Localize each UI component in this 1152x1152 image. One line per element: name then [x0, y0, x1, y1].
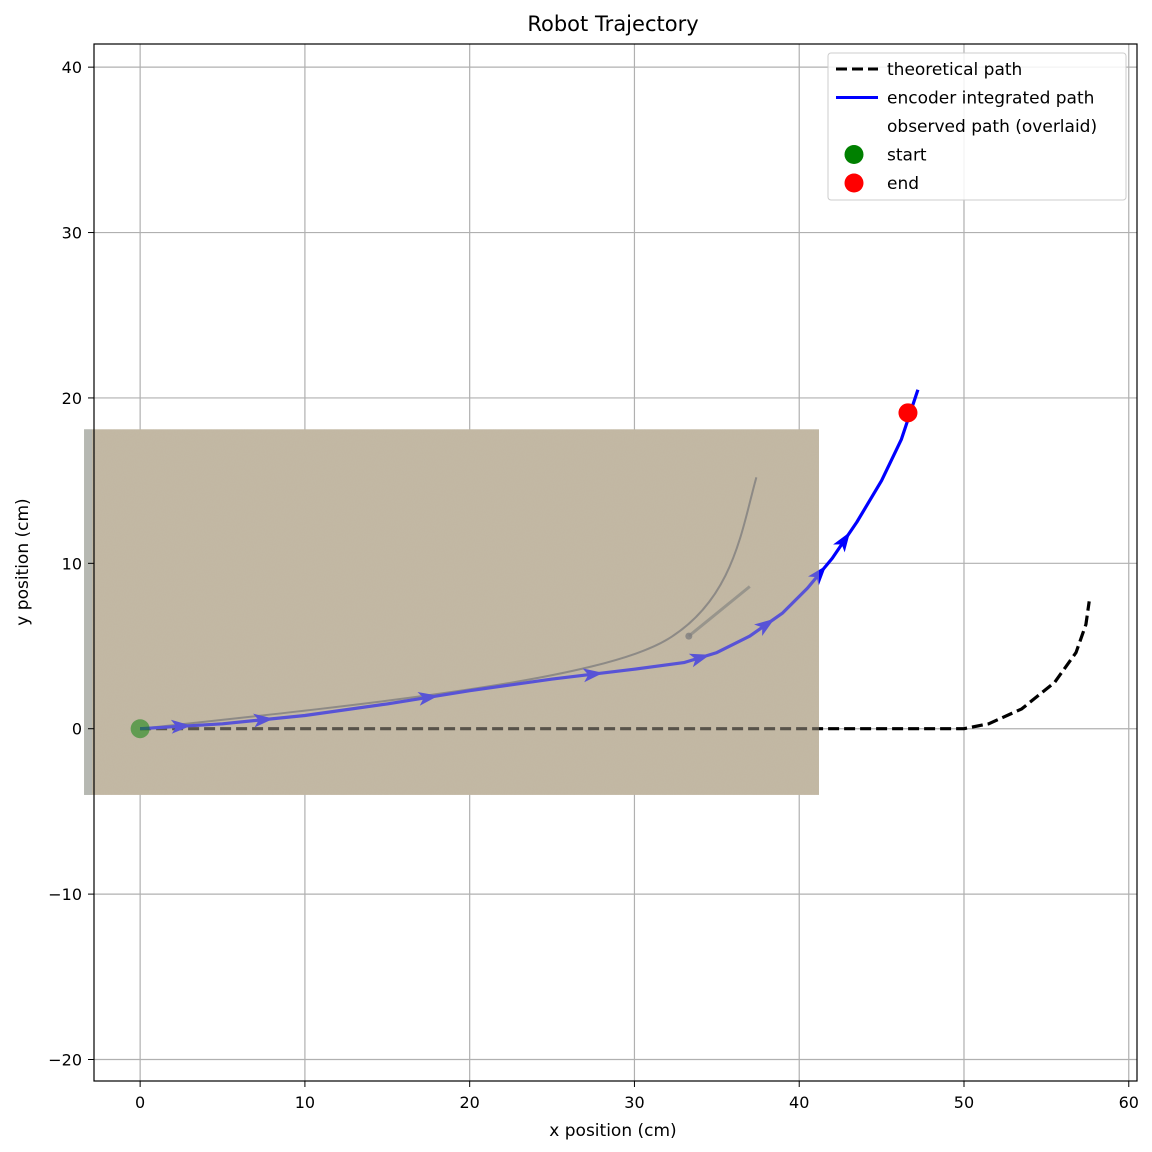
direction-arrow: [170, 719, 192, 734]
legend-label: end: [887, 174, 919, 194]
marker-layer: [130, 403, 918, 739]
legend-start-swatch: [844, 145, 864, 164]
direction-arrow: [688, 653, 710, 668]
plot-frame: [93, 43, 1138, 1082]
direction-arrow: [253, 713, 274, 728]
legend-label: observed path (overlaid): [887, 117, 1097, 137]
legend-label: theoretical path: [887, 60, 1022, 80]
legend-label: start: [887, 146, 927, 166]
x-tick-label: 60: [1119, 1093, 1139, 1112]
y-tick-label: −10: [48, 885, 82, 904]
direction-arrow: [808, 565, 827, 586]
chart-title: Robot Trajectory: [527, 12, 698, 36]
y-tick-label: 10: [62, 554, 82, 573]
x-tick-label: 30: [624, 1093, 644, 1112]
photo-ink-dot: [685, 632, 693, 640]
series-layer: [84, 389, 1091, 795]
series-theoretical-path: [140, 601, 1091, 731]
x-tick-label: 50: [954, 1093, 974, 1112]
photo-paper: [84, 429, 819, 795]
legend: theoretical path encoder integrated path o…: [827, 52, 1127, 201]
photo-ink-trace: [140, 477, 758, 730]
photo-edge: [84, 429, 93, 795]
direction-arrow: [417, 691, 439, 706]
observed-path-photo: [84, 429, 819, 795]
direction-arrow: [754, 618, 775, 636]
direction-arrow: [582, 668, 604, 683]
y-tick-label: 0: [72, 720, 82, 739]
direction-arrow: [833, 531, 851, 553]
x-tick-label: 0: [135, 1093, 145, 1112]
y-tick-label: −20: [48, 1050, 82, 1069]
photo-overlay-tint: [84, 429, 819, 795]
photo-ink-mark: [687, 585, 751, 638]
x-tick-label: 10: [295, 1093, 315, 1112]
series-encoder-integrated-path: [140, 389, 920, 731]
legend-label: encoder integrated path: [887, 89, 1094, 109]
legend-end-swatch: [844, 173, 864, 193]
legend-box: [827, 52, 1127, 201]
axis-ticks: 0 10 20 30 40 50 60 −20 −10 0 10 20 30 40: [48, 58, 1139, 1112]
x-axis-label: x position (cm): [549, 1121, 676, 1141]
x-tick-label: 40: [789, 1093, 809, 1112]
y-tick-label: 40: [62, 58, 82, 77]
y-tick-label: 30: [62, 224, 82, 243]
x-tick-label: 20: [459, 1093, 479, 1112]
y-axis-label: y position (cm): [13, 498, 33, 625]
marker-start: [130, 719, 150, 739]
marker-end: [898, 403, 918, 423]
y-tick-label: 20: [62, 389, 82, 408]
